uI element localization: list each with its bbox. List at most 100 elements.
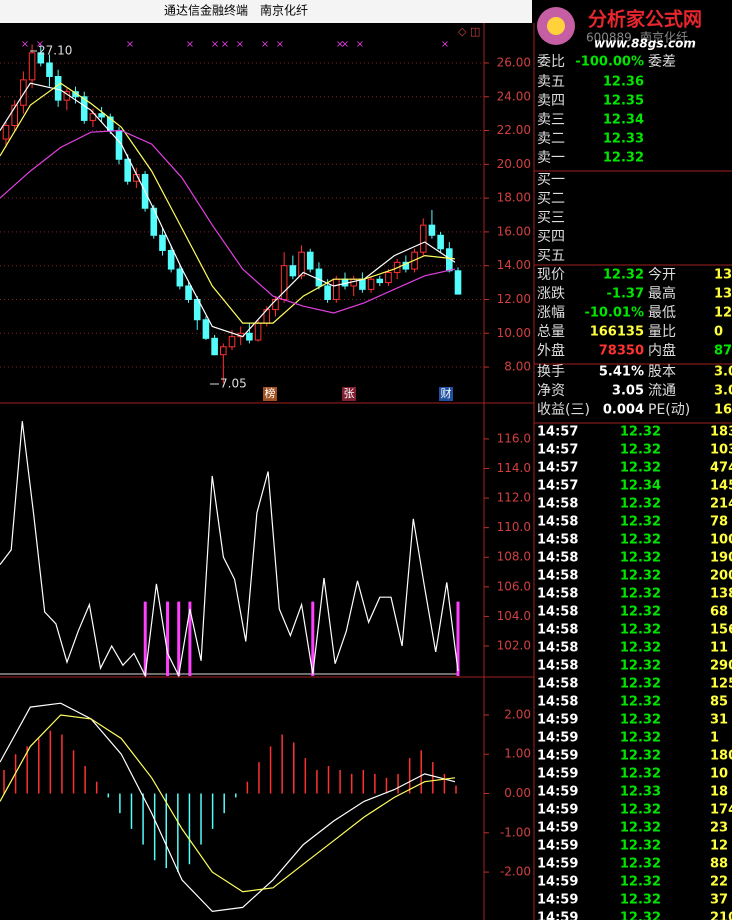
candle-body — [385, 271, 392, 284]
signal-marker: × — [126, 39, 134, 50]
signal-marker: × — [211, 39, 219, 50]
tick-price: 12.33 — [620, 785, 661, 800]
candle-body — [254, 322, 262, 341]
candle-body — [246, 332, 253, 341]
tick-time: 14:58 — [537, 677, 578, 692]
y-tick-label: 22.00 — [497, 123, 531, 137]
candle-body — [176, 268, 184, 287]
quote-value: -1.37 — [607, 287, 644, 302]
tick-volume: 23 — [710, 821, 728, 836]
quote-value: 78350 — [599, 344, 644, 359]
quote-value: 12.35 — [603, 94, 644, 109]
tick-time: 14:59 — [537, 767, 578, 782]
panel-icons[interactable]: ◇ ◫ — [458, 25, 480, 38]
y-tick-label: 16.00 — [497, 224, 531, 238]
tick-time: 14:58 — [537, 497, 578, 512]
candle-body — [367, 278, 375, 290]
quote-label: 买五 — [537, 248, 565, 264]
tick-volume: 214 — [710, 497, 732, 512]
y-tick-label: 18.00 — [497, 191, 531, 205]
quote-label: 今开 — [648, 267, 676, 283]
tick-price: 12.32 — [620, 569, 661, 584]
tick-list: 14:57 12.32 183 14:57 12.32 103 14:57 12.32 474 1… — [537, 425, 732, 920]
quote-label: 买二 — [537, 191, 565, 207]
quote-name: 南京化纤 — [640, 30, 688, 45]
tick-volume: 138 — [710, 587, 732, 602]
tick-volume: 11 — [710, 641, 728, 656]
tick-volume: 22 — [710, 875, 728, 890]
quote-value: 12.36 — [603, 75, 644, 90]
tick-time: 14:57 — [537, 443, 578, 458]
candle-body — [428, 224, 436, 236]
quote-label: 卖四 — [537, 93, 565, 109]
tick-volume: 10 — [710, 767, 728, 782]
logo-center — [547, 17, 565, 35]
event-badge — [263, 387, 277, 401]
signal-marker: × — [186, 39, 194, 50]
candle-body — [454, 270, 462, 295]
y-tick-label: 10.00 — [497, 326, 531, 340]
quote-value: 5.41% — [599, 365, 644, 380]
tick-price: 12.32 — [620, 803, 661, 818]
quote-label: PE(动) — [648, 402, 690, 418]
candle-body — [359, 278, 366, 290]
quote-label: 流通 — [648, 383, 676, 399]
candle-body — [37, 52, 45, 64]
y-tick-label: 20.00 — [497, 157, 531, 171]
tick-time: 14:59 — [537, 857, 578, 872]
tick-price: 12.32 — [620, 875, 661, 890]
quote-label: 内盘 — [648, 342, 676, 359]
tick-price: 12.32 — [620, 425, 661, 440]
candle-body — [80, 96, 88, 121]
quote-label: 买三 — [537, 210, 565, 226]
quote-label: 换手 — [537, 363, 565, 380]
signal-marker: × — [341, 39, 349, 50]
quote-label: 净资 — [537, 383, 565, 399]
quote-value: 12.33 — [603, 132, 644, 147]
candle-body — [315, 268, 323, 287]
candle-body — [46, 62, 53, 77]
event-badge — [342, 387, 356, 401]
candle-body — [193, 298, 201, 321]
tick-time: 14:59 — [537, 911, 578, 920]
indicator-line — [0, 421, 459, 678]
candle-body — [167, 249, 175, 270]
y-tick-label: 106.0 — [497, 579, 531, 593]
tick-volume: 474 — [710, 461, 732, 476]
tick-price: 12.32 — [620, 677, 661, 692]
watermark-title: 分析家公式网 — [588, 8, 702, 31]
tick-price: 12.32 — [620, 659, 661, 674]
quote-value: 12 — [714, 306, 732, 321]
event-label: 张 — [344, 387, 355, 400]
candle-body — [89, 113, 97, 121]
low-label: 7.05 — [220, 377, 247, 391]
candle-body — [211, 337, 218, 356]
tick-price: 12.32 — [620, 623, 661, 638]
quote-label: 量比 — [648, 324, 676, 340]
signal-marker: × — [276, 39, 284, 50]
title-bar — [0, 0, 532, 23]
candle-body — [11, 104, 18, 126]
tick-time: 14:59 — [537, 803, 578, 818]
tick-price: 12.32 — [620, 551, 661, 566]
tick-price: 12.32 — [620, 587, 661, 602]
quote-value: -100.00% — [575, 55, 644, 70]
quote-value: 12.34 — [603, 113, 644, 128]
tick-time: 14:59 — [537, 821, 578, 836]
quote-value: 13 — [714, 287, 732, 302]
candle-body — [124, 158, 131, 182]
tick-time: 14:59 — [537, 785, 578, 800]
tick-volume: 174 — [710, 803, 732, 818]
event-badge — [439, 387, 453, 401]
quote-label: 卖三 — [537, 112, 565, 128]
candle-body — [350, 278, 357, 287]
event-label: 榜 — [265, 386, 276, 400]
quote-label: 涨跌 — [537, 286, 565, 302]
tick-price: 12.32 — [620, 749, 661, 764]
tick-time: 14:59 — [537, 839, 578, 854]
quote-code: 600889 — [586, 31, 632, 45]
candle-body — [72, 91, 79, 98]
tick-price: 12.32 — [620, 443, 661, 458]
tick-price: 12.32 — [620, 641, 661, 656]
quote-value: 87 — [714, 344, 732, 359]
